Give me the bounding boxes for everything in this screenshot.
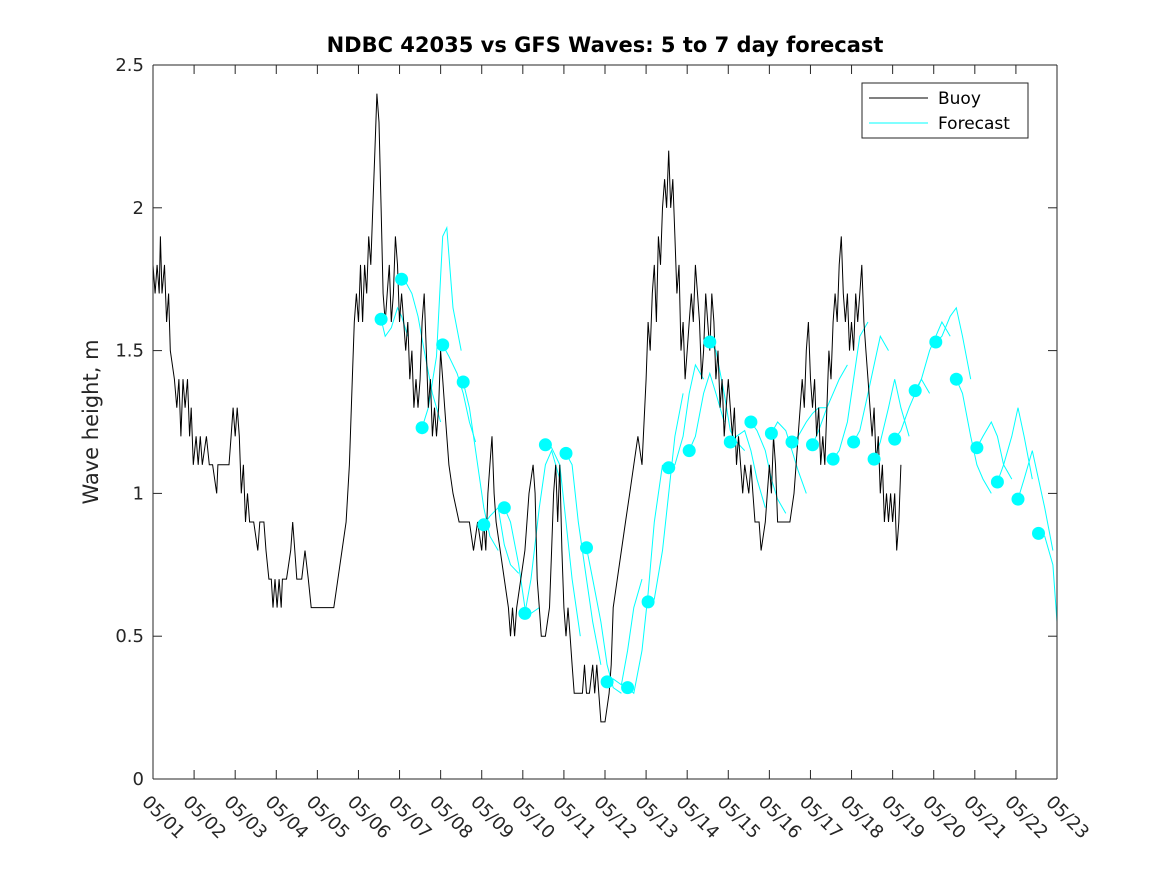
y-tick-label: 2.5: [115, 55, 144, 76]
forecast-marker: [744, 415, 758, 429]
forecast-trace: [976, 420, 1013, 480]
forecast-marker: [723, 435, 737, 449]
forecast-trace: [380, 306, 409, 338]
forecast-trace: [832, 321, 869, 460]
forecast-marker: [477, 518, 491, 532]
forecast-marker: [580, 541, 593, 555]
forecast-marker: [806, 438, 819, 452]
forecast-trace: [586, 547, 622, 694]
forecast-marker: [600, 675, 614, 689]
forecast-trace: [483, 506, 520, 574]
forecast-marker: [1032, 526, 1045, 540]
forecast-marker: [929, 335, 943, 349]
legend-buoy-label: Buoy: [938, 89, 981, 109]
forecast-marker: [888, 432, 902, 446]
forecast-trace: [688, 371, 725, 451]
forecast-trace: [524, 449, 561, 614]
forecast-marker: [518, 606, 532, 620]
legend-forecast-label: Forecast: [938, 114, 1010, 134]
forecast-trace: [996, 407, 1033, 483]
forecast-marker: [415, 421, 429, 435]
legend: Buoy Forecast: [861, 82, 1029, 139]
forecast-marker: [559, 446, 573, 460]
chart-title: NDBC 42035 vs GFS Waves: 5 to 7 day fore…: [327, 33, 884, 57]
forecast-marker: [621, 681, 635, 695]
y-tick-label: 1: [133, 483, 144, 504]
forecast-marker: [970, 441, 984, 455]
forecast-trace: [894, 378, 931, 440]
forecast-marker: [374, 312, 388, 326]
forecast-trace: [1017, 450, 1054, 551]
forecast-marker: [641, 595, 655, 609]
forecast-trace: [853, 334, 889, 443]
forecast-marker: [662, 461, 676, 475]
forecast-trace: [503, 507, 540, 615]
forecast-trace: [873, 379, 910, 460]
forecast-marker: [703, 335, 717, 349]
forecast-marker: [826, 452, 840, 466]
forecast-trace: [750, 421, 787, 514]
forecast-trace: [462, 381, 499, 551]
forecast-trace: [791, 407, 827, 443]
forecast-trace: [935, 306, 972, 380]
forecast-marker: [538, 438, 552, 452]
forecast-marker: [949, 372, 963, 386]
forecast-marker: [764, 426, 778, 440]
y-axis-label: Wave height, m: [79, 339, 103, 504]
plot-layer: [152, 93, 1058, 723]
forecast-marker: [867, 452, 881, 466]
forecast-marker: [497, 501, 511, 515]
buoy-line: [152, 93, 902, 723]
forecast-marker: [1011, 492, 1025, 506]
y-tick-label: 2: [133, 198, 144, 219]
forecast-marker: [990, 475, 1004, 489]
forecast-marker: [436, 338, 450, 352]
y-tick-label: 0.5: [115, 626, 144, 647]
forecast-trace: [812, 364, 848, 446]
forecast-trace: [627, 464, 663, 695]
forecast-marker: [456, 375, 470, 389]
forecast-marker: [847, 435, 861, 449]
y-tick-label: 1.5: [115, 341, 144, 362]
forecast-marker: [785, 435, 799, 449]
forecast-marker: [908, 384, 922, 398]
forecast-marker: [395, 272, 409, 286]
legend-box: [861, 82, 1029, 139]
plot-area: [153, 65, 1057, 779]
forecast-marker: [682, 444, 696, 458]
y-tick-label: 0: [133, 769, 144, 790]
